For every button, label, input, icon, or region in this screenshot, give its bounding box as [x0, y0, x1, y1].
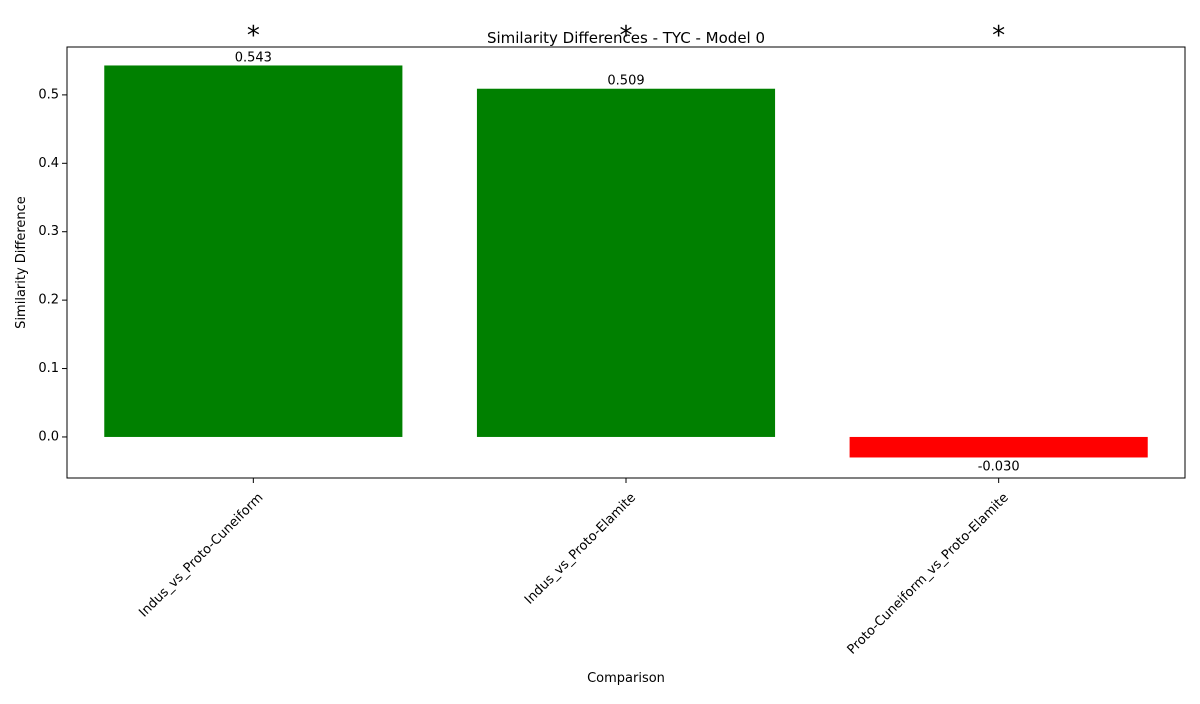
- bar-1: [104, 65, 403, 437]
- x-axis-title: Comparison: [587, 671, 665, 686]
- bar-3: [849, 436, 1148, 458]
- bars-layer: [104, 65, 1148, 458]
- chart-title: Similarity Differences - TYC - Model 0: [487, 29, 765, 47]
- significance-marker-3: *: [992, 21, 1005, 51]
- labels-layer: 0.543 0.509 -0.030: [235, 50, 1020, 474]
- x-tick-label: Indus_vs_Proto-Cuneiform: [136, 490, 266, 620]
- significance-marker-2: *: [620, 21, 633, 51]
- y-tick-label: 0.4: [38, 156, 59, 171]
- x-axis-ticks: Indus_vs_Proto-Cuneiform Indus_vs_Proto-E…: [136, 478, 1012, 658]
- y-tick-label: 0.3: [38, 224, 59, 239]
- y-tick-label: 0.0: [38, 429, 59, 444]
- y-tick-label: 0.5: [38, 87, 59, 102]
- x-tick-label: Indus_vs_Proto-Elamite: [522, 490, 639, 607]
- y-axis-ticks: 0.0 0.1 0.2 0.3 0.4 0.5: [38, 87, 67, 444]
- bar-value-label-1: 0.543: [235, 50, 272, 65]
- y-tick-label: 0.2: [38, 293, 59, 308]
- bar-value-label-3: -0.030: [978, 459, 1020, 474]
- bar-value-label-2: 0.509: [607, 74, 644, 89]
- significance-marker-1: *: [247, 21, 260, 51]
- y-tick-label: 0.1: [38, 361, 59, 376]
- x-tick-label: Proto-Cuneiform_vs_Proto-Elamite: [845, 490, 1012, 657]
- significance-markers-layer: * * *: [247, 21, 1005, 51]
- bar-2: [476, 88, 776, 437]
- y-axis-title: Similarity Difference: [14, 196, 29, 329]
